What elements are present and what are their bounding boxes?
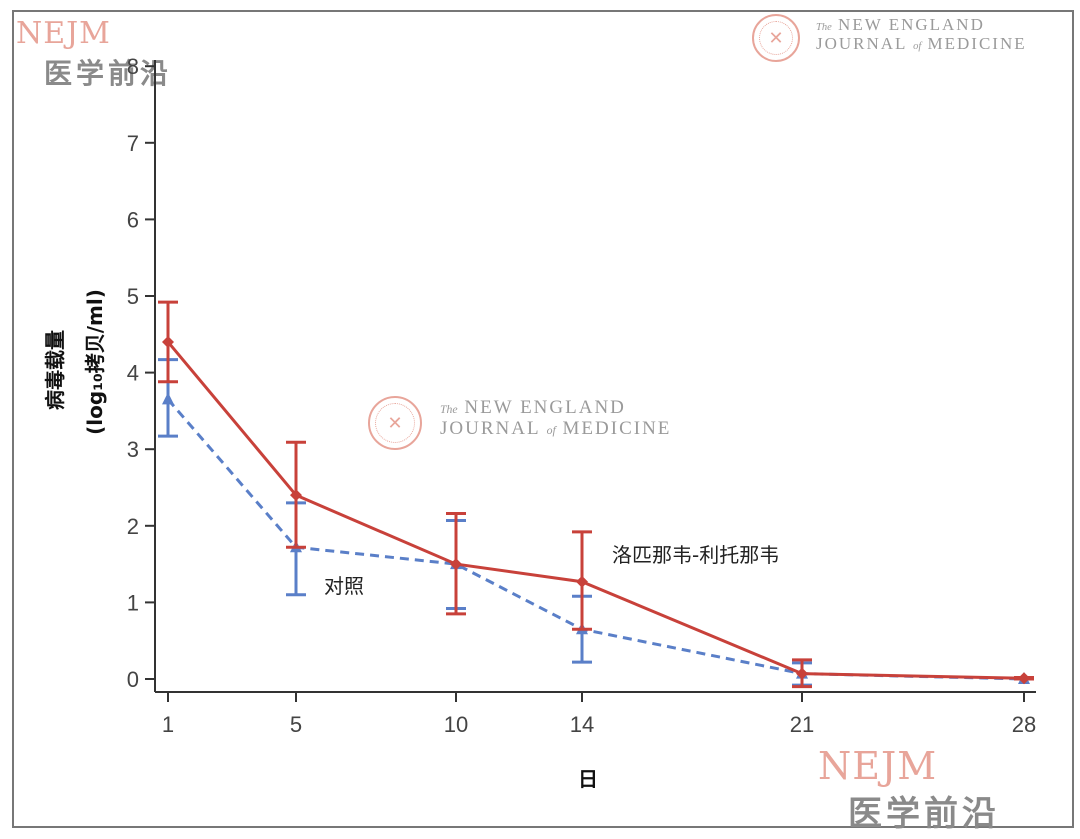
nejm-seal-top-right: [752, 14, 800, 62]
x-tick-label: 28: [1012, 712, 1036, 737]
journal-name-top-right: The NEW ENGLAND JOURNAL of MEDICINE: [816, 15, 1027, 53]
y-axis-label-line2: (log₁₀拷贝/ml): [83, 289, 107, 435]
x-tick-label: 5: [290, 712, 302, 737]
journal-name-center: The NEW ENGLAND JOURNAL of MEDICINE: [440, 397, 672, 439]
data-point-triangle: [162, 392, 174, 405]
y-tick-label: 0: [127, 667, 139, 692]
y-tick-label: 3: [127, 437, 139, 462]
nejm-seal-center: [368, 396, 422, 450]
nejm-logo-top-left: NEJM: [16, 16, 111, 51]
x-tick-label: 14: [570, 712, 594, 737]
series-layer: [158, 300, 1034, 689]
data-point-diamond: [796, 667, 808, 680]
data-point-diamond: [576, 575, 588, 588]
data-point-diamond: [290, 489, 302, 502]
x-axis-label: 日: [578, 767, 598, 791]
series-line: [166, 340, 1025, 680]
series-label-lopinavir: 洛匹那韦-利托那韦: [612, 543, 779, 567]
y-tick-label: 2: [127, 514, 139, 539]
x-tick-label: 1: [162, 712, 174, 737]
y-tick-label: 1: [127, 590, 139, 615]
series-lopinavir: [158, 300, 1034, 689]
data-point-diamond: [450, 558, 462, 571]
y-tick-label: 7: [127, 131, 139, 156]
data-point-diamond: [162, 335, 174, 348]
y-tick-label: 5: [127, 284, 139, 309]
cn-brand-bottom-right: 医学前沿: [848, 794, 1000, 834]
nejm-logo-bottom-right: NEJM: [818, 744, 938, 788]
y-axis-label-line1: 病毒载量: [43, 330, 67, 410]
cn-brand-top-left: 医学前沿: [44, 57, 173, 90]
x-tick-label: 10: [444, 712, 468, 737]
y-tick-label: 8: [127, 54, 139, 79]
series-label-control: 对照: [324, 574, 364, 598]
y-tick-label: 4: [127, 361, 139, 386]
x-tick-label: 21: [790, 712, 814, 737]
y-tick-label: 6: [127, 207, 139, 232]
data-point-diamond: [1018, 672, 1030, 685]
series-control: [158, 358, 1034, 687]
series-line: [166, 398, 1025, 681]
